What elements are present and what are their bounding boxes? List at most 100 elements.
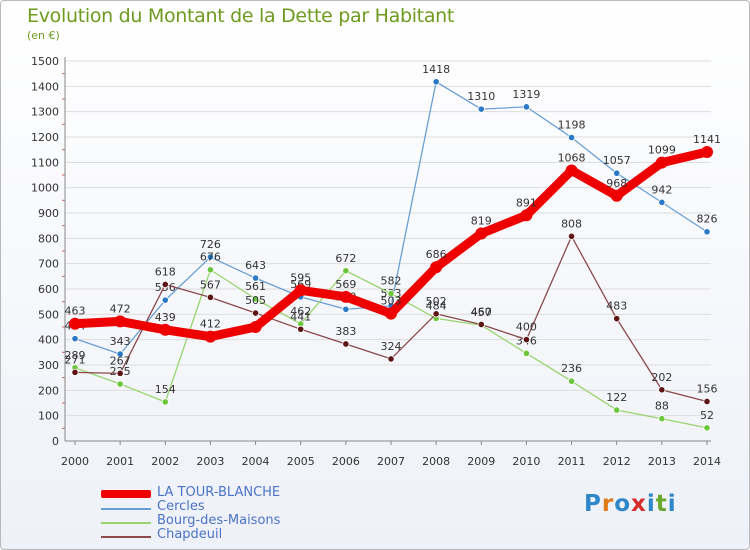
data-point-cercles — [161, 296, 169, 304]
y-tick-label: 1400 — [31, 80, 59, 93]
data-point-la-tour-blanche — [430, 261, 443, 274]
data-point-bourg-des-maisons — [116, 380, 124, 388]
x-tick-label: 2000 — [61, 455, 89, 468]
data-point-la-tour-blanche — [159, 323, 172, 336]
y-tick-label: 1000 — [31, 182, 59, 195]
data-point-chapdeuil — [522, 336, 531, 344]
data-point-bourg-des-maisons — [567, 377, 576, 385]
data-point-bourg-des-maisons — [658, 415, 666, 423]
data-point-la-tour-blanche — [701, 145, 713, 158]
data-label-bourg-des-maisons: 676 — [200, 251, 221, 264]
data-point-chapdeuil — [297, 325, 305, 333]
x-tick-label: 2012 — [603, 455, 631, 468]
data-label-chapdeuil: 567 — [200, 278, 221, 291]
data-label-chapdeuil: 156 — [697, 382, 718, 395]
data-point-la-tour-blanche — [114, 315, 127, 328]
data-point-bourg-des-maisons — [251, 295, 260, 303]
data-point-cercles — [658, 198, 666, 206]
data-point-la-tour-blanche — [565, 164, 578, 177]
logo-letter: r — [601, 491, 615, 517]
data-label-cercles: 1319 — [512, 88, 540, 101]
data-label-chapdeuil: 267 — [110, 354, 131, 367]
y-tick-label: 100 — [38, 410, 59, 423]
data-label-cercles: 1418 — [422, 63, 450, 76]
data-label-chapdeuil: 400 — [516, 321, 537, 334]
y-tick-label: 0 — [52, 435, 59, 448]
data-label-bourg-des-maisons: 672 — [335, 252, 356, 265]
data-point-la-tour-blanche — [294, 284, 307, 297]
data-point-cercles — [703, 228, 711, 236]
data-point-chapdeuil — [206, 293, 215, 301]
x-tick-label: 2008 — [422, 455, 450, 468]
data-label-la-tour-blanche: 819 — [471, 215, 492, 228]
data-point-cercles — [613, 169, 621, 177]
y-tick-label: 700 — [38, 258, 59, 271]
data-point-chapdeuil — [342, 340, 350, 348]
data-label-bourg-des-maisons: 484 — [426, 299, 447, 312]
data-point-cercles — [567, 133, 576, 142]
y-tick-label: 900 — [38, 207, 59, 220]
data-label-chapdeuil: 618 — [155, 265, 176, 278]
data-label-la-tour-blanche: 463 — [65, 305, 86, 318]
data-label-cercles: 942 — [651, 183, 672, 196]
data-point-bourg-des-maisons — [522, 349, 531, 357]
data-label-bourg-des-maisons: 462 — [290, 305, 311, 318]
legend-label: Cercles — [157, 499, 205, 514]
data-label-bourg-des-maisons: 561 — [245, 280, 266, 293]
data-point-chapdeuil — [116, 369, 124, 377]
data-label-la-tour-blanche: 1141 — [693, 133, 721, 146]
data-point-la-tour-blanche — [520, 209, 533, 222]
data-point-la-tour-blanche — [385, 307, 397, 320]
x-tick-label: 2002 — [151, 455, 179, 468]
data-label-cercles: 1057 — [603, 154, 631, 167]
data-point-chapdeuil — [161, 280, 169, 289]
data-label-bourg-des-maisons: 154 — [155, 383, 176, 396]
data-label-la-tour-blanche: 439 — [155, 311, 176, 324]
data-label-chapdeuil: 505 — [245, 294, 266, 307]
y-tick-label: 800 — [38, 232, 59, 245]
data-point-bourg-des-maisons — [387, 289, 395, 298]
data-label-chapdeuil: 483 — [606, 300, 627, 313]
chart-title: Evolution du Montant de la Dette par Hab… — [27, 5, 455, 27]
y-tick-label: 300 — [38, 359, 59, 372]
data-point-cercles — [116, 350, 124, 358]
logo-letter: x — [631, 491, 647, 517]
data-label-la-tour-blanche: 472 — [110, 302, 131, 315]
logo-letter: i — [667, 491, 677, 517]
data-point-la-tour-blanche — [69, 317, 81, 330]
data-label-cercles: 343 — [110, 335, 131, 348]
data-label-chapdeuil: 383 — [335, 325, 356, 338]
data-point-chapdeuil — [71, 368, 79, 376]
data-label-chapdeuil: 202 — [651, 371, 672, 384]
y-tick-label: 200 — [38, 384, 59, 397]
data-label-bourg-des-maisons: 289 — [65, 349, 86, 362]
data-point-bourg-des-maisons — [342, 267, 350, 275]
chart-unit: (en €) — [27, 29, 60, 42]
data-point-chapdeuil — [658, 386, 666, 394]
data-label-la-tour-blanche: 891 — [516, 196, 537, 209]
y-tick-label: 500 — [38, 308, 59, 321]
data-point-chapdeuil — [613, 315, 621, 323]
logo-letter: i — [646, 491, 656, 517]
data-point-bourg-des-maisons — [613, 406, 621, 414]
legend-label: Bourg-des-Maisons — [157, 513, 281, 528]
logo-letter: o — [614, 491, 632, 517]
data-label-la-tour-blanche: 595 — [290, 271, 311, 284]
data-label-chapdeuil: 808 — [561, 217, 582, 230]
data-point-chapdeuil — [567, 232, 576, 240]
data-label-la-tour-blanche: 503 — [381, 295, 402, 308]
data-point-cercles — [206, 253, 215, 261]
x-tick-label: 2011 — [558, 455, 586, 468]
data-point-chapdeuil — [477, 320, 485, 329]
legend-label: Chapdeuil — [157, 527, 223, 542]
x-tick-label: 2009 — [467, 455, 495, 468]
data-point-cercles — [477, 105, 485, 113]
data-point-chapdeuil — [703, 397, 711, 406]
legend-label: LA TOUR-BLANCHE — [157, 485, 281, 500]
legend-swatch — [101, 490, 151, 498]
data-point-cercles — [432, 78, 440, 86]
data-point-la-tour-blanche — [655, 156, 668, 169]
data-point-bourg-des-maisons — [206, 266, 215, 274]
